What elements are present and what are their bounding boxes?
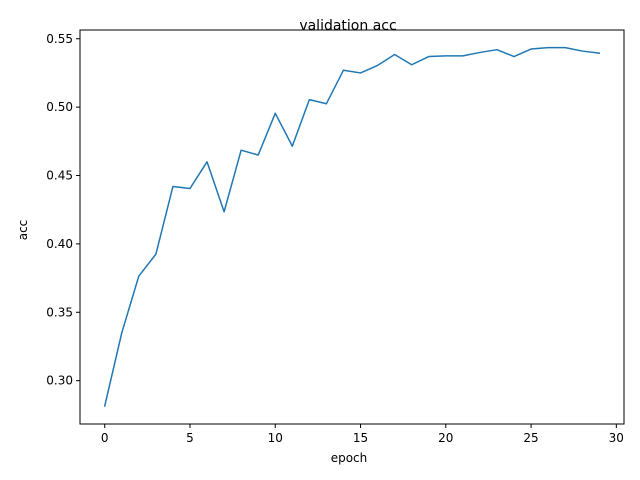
- x-tick-label: 30: [609, 431, 624, 445]
- y-axis: 0.30 0.35 0.40 0.45 0.50 0.55: [46, 32, 80, 388]
- y-tick-label: 0.45: [46, 169, 73, 183]
- y-tick-label: 0.35: [46, 305, 73, 319]
- x-axis-label: epoch: [331, 451, 368, 465]
- y-tick-label: 0.40: [46, 237, 73, 251]
- plot-frame: [79, 29, 625, 425]
- x-tick-label: 5: [186, 431, 194, 445]
- x-tick-label: 25: [523, 431, 538, 445]
- y-axis-label: acc: [16, 220, 30, 241]
- chart-title: validation acc: [299, 18, 396, 34]
- x-tick-label: 15: [353, 431, 368, 445]
- y-tick-label: 0.50: [46, 100, 73, 114]
- plot-area: [103, 46, 601, 407]
- y-tick-label: 0.55: [46, 32, 73, 46]
- series-line: [103, 46, 601, 407]
- x-tick-label: 20: [438, 431, 453, 445]
- x-tick-label: 0: [101, 431, 109, 445]
- x-axis: 0 5 10 15 20 25 30: [101, 424, 624, 445]
- x-tick-label: 10: [268, 431, 283, 445]
- y-tick-label: 0.30: [46, 374, 73, 388]
